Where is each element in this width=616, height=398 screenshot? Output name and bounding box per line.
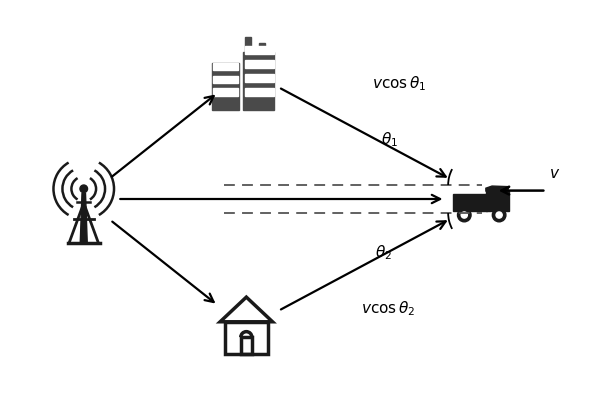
Circle shape: [458, 208, 471, 222]
Text: $\theta_2$: $\theta_2$: [375, 243, 392, 261]
Bar: [212, 63, 239, 110]
Bar: [243, 52, 274, 110]
Polygon shape: [486, 186, 509, 191]
Circle shape: [492, 208, 506, 222]
Bar: [259, 43, 264, 52]
Bar: [213, 63, 238, 70]
Bar: [245, 37, 251, 52]
Text: $v\cos\theta_2$: $v\cos\theta_2$: [361, 299, 415, 318]
Circle shape: [80, 185, 87, 193]
Bar: [213, 88, 238, 96]
Circle shape: [461, 212, 468, 218]
Bar: [245, 46, 274, 54]
Circle shape: [496, 212, 502, 218]
Bar: [245, 74, 274, 82]
Bar: [245, 88, 274, 96]
Bar: [245, 60, 274, 68]
Bar: [213, 76, 238, 83]
Bar: [486, 191, 509, 211]
Bar: [453, 194, 487, 211]
Text: $\theta_1$: $\theta_1$: [381, 131, 398, 150]
Text: $v\cos\theta_1$: $v\cos\theta_1$: [373, 75, 427, 94]
Text: $v$: $v$: [549, 166, 561, 181]
Bar: [241, 337, 252, 354]
Polygon shape: [80, 193, 87, 243]
Bar: [225, 322, 268, 354]
